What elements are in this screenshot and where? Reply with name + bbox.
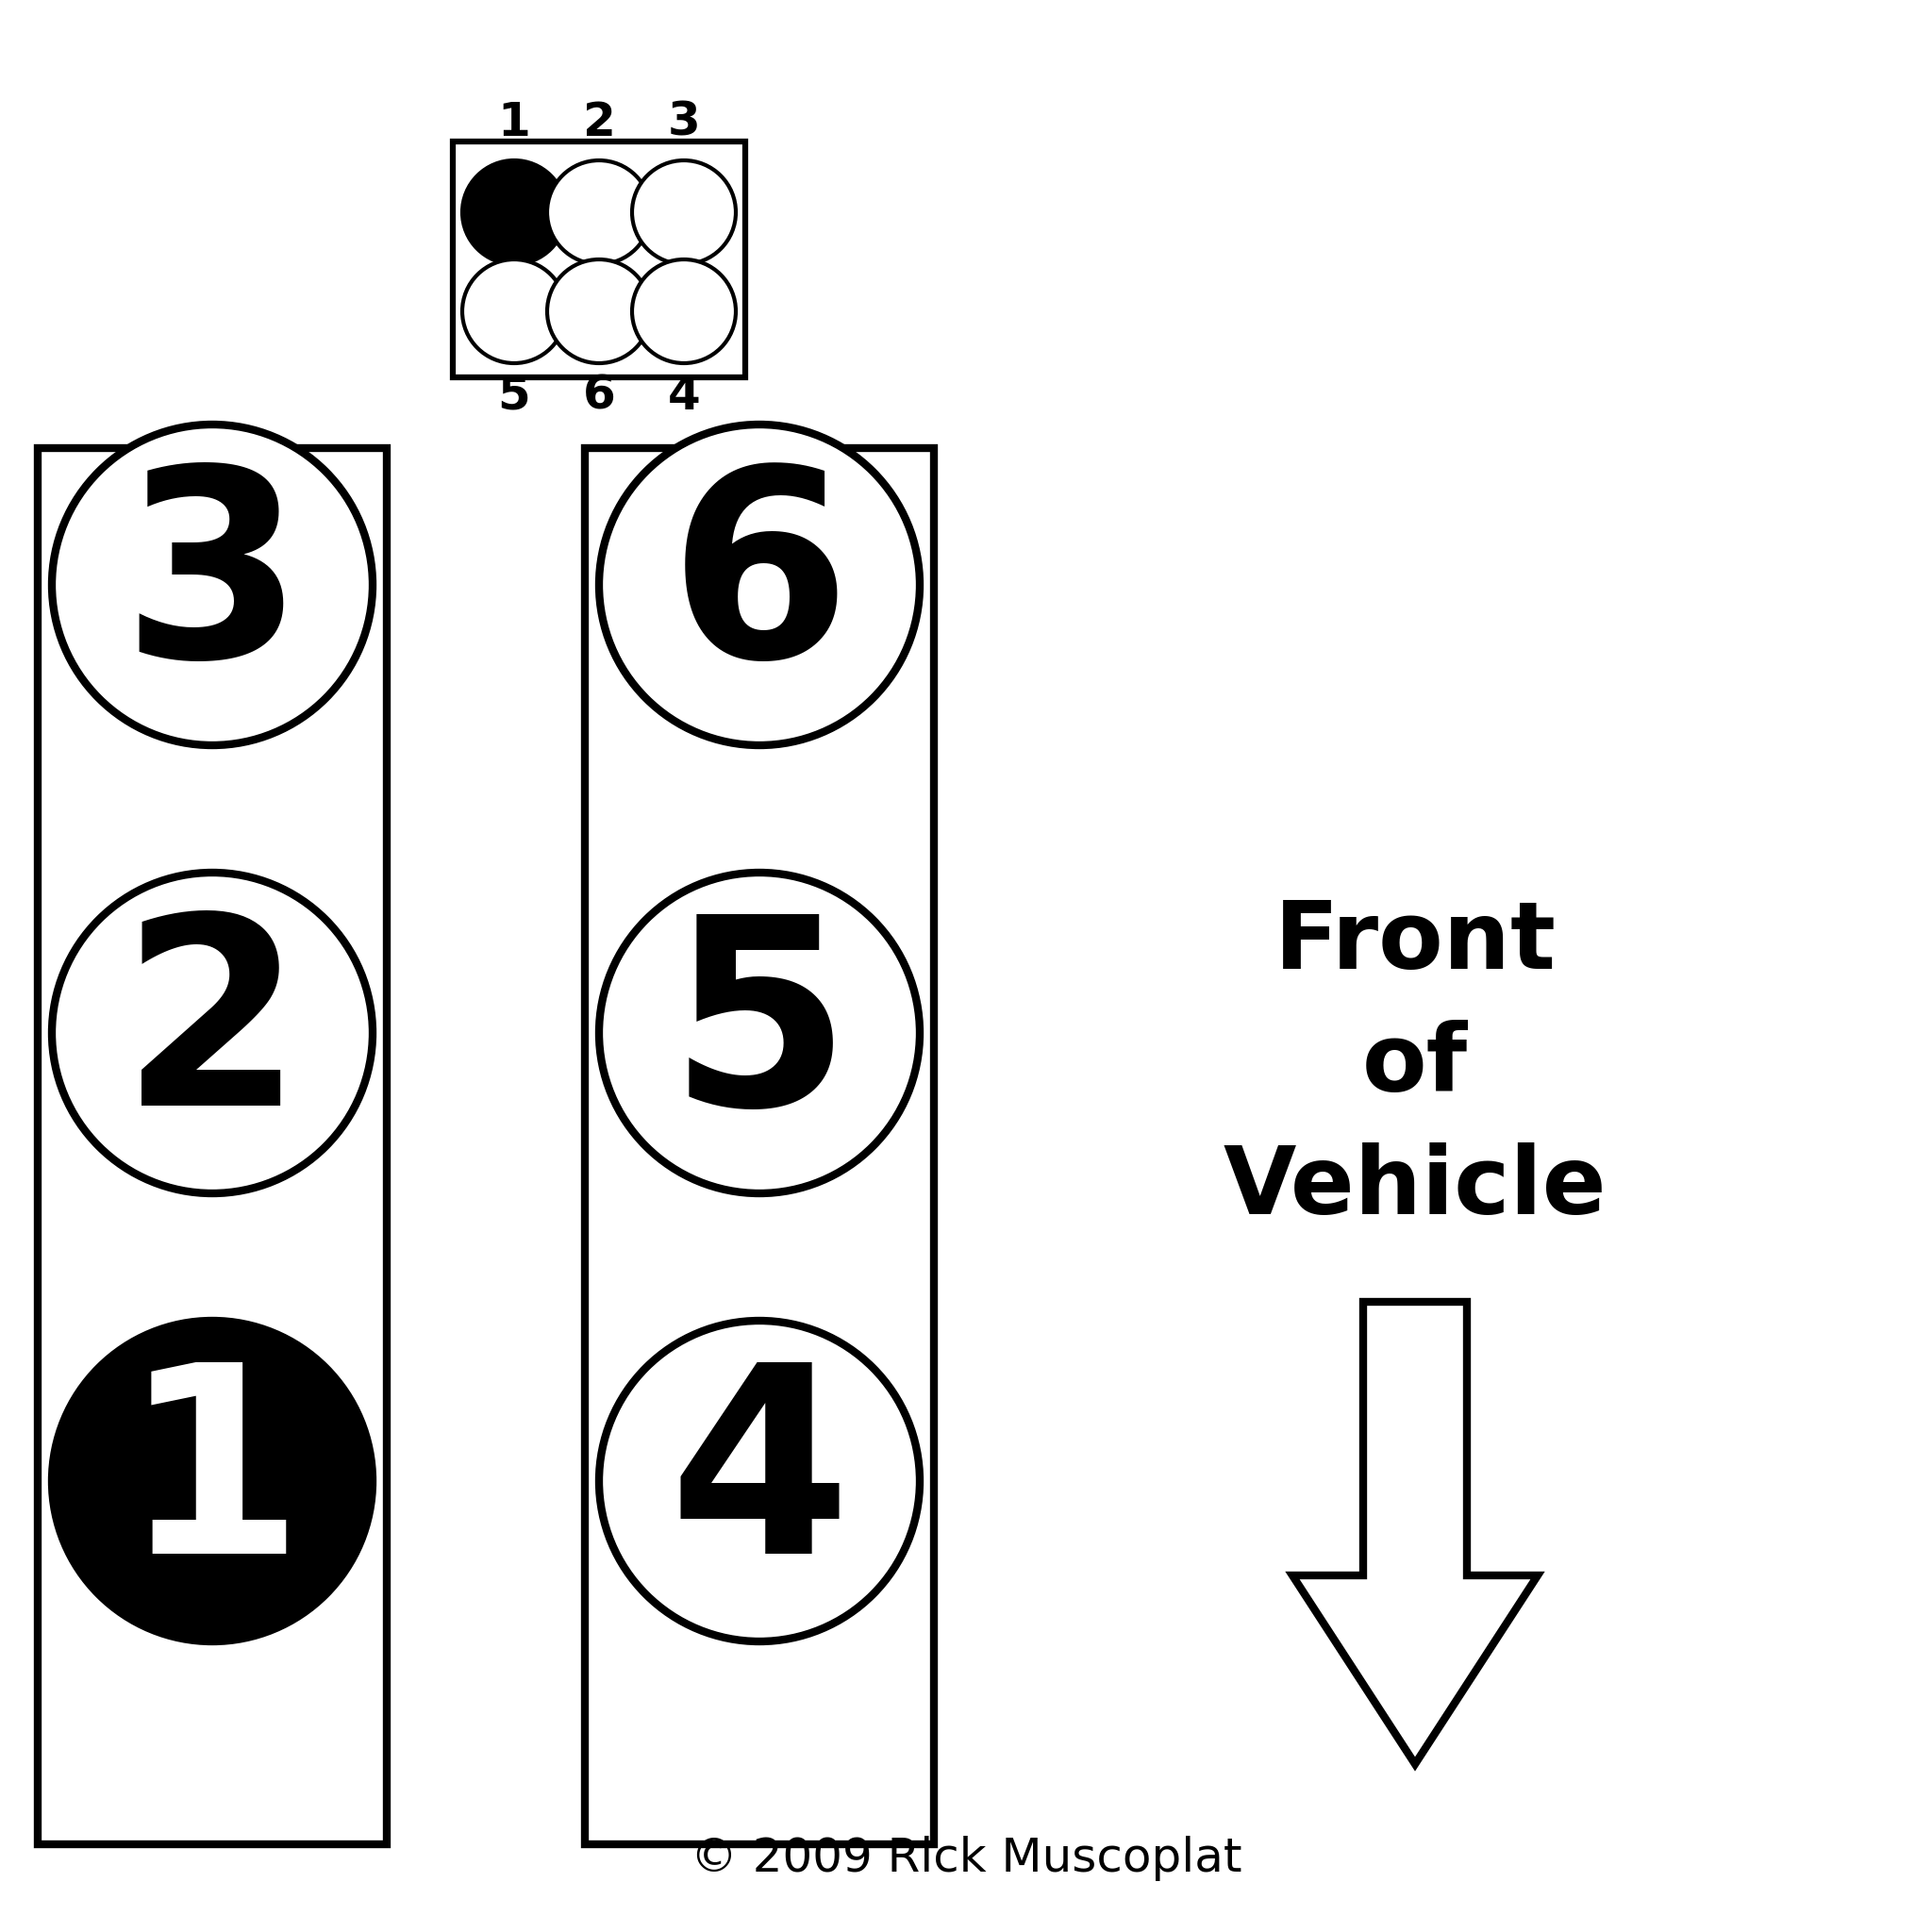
Circle shape [52, 873, 373, 1194]
Circle shape [52, 425, 373, 746]
Text: 6: 6 [583, 373, 616, 419]
Text: © 2009 Rick Muscoplat: © 2009 Rick Muscoplat [690, 1835, 1242, 1882]
Bar [452, 141, 746, 377]
Circle shape [52, 1321, 373, 1642]
Text: 1: 1 [122, 1354, 303, 1609]
Bar [585, 448, 933, 1845]
Circle shape [599, 1321, 920, 1642]
Polygon shape [1293, 1302, 1538, 1764]
Text: of: of [1362, 1020, 1468, 1111]
Text: 4: 4 [668, 1354, 850, 1609]
Text: 3: 3 [122, 458, 303, 713]
Text: 5: 5 [668, 906, 850, 1161]
Circle shape [462, 259, 566, 363]
Circle shape [632, 160, 736, 265]
Circle shape [547, 160, 651, 265]
Circle shape [547, 259, 651, 363]
Text: Vehicle: Vehicle [1223, 1144, 1607, 1235]
Text: 6: 6 [668, 458, 850, 713]
Text: 4: 4 [668, 373, 699, 419]
Circle shape [599, 873, 920, 1194]
Circle shape [632, 259, 736, 363]
Text: Front: Front [1273, 898, 1555, 989]
Text: 2: 2 [583, 100, 616, 145]
Bar [39, 448, 386, 1845]
Text: 5: 5 [498, 373, 531, 419]
Text: 2: 2 [122, 906, 303, 1161]
Text: 1: 1 [498, 100, 531, 145]
Circle shape [462, 160, 566, 265]
Circle shape [599, 425, 920, 746]
Text: 3: 3 [668, 100, 699, 145]
